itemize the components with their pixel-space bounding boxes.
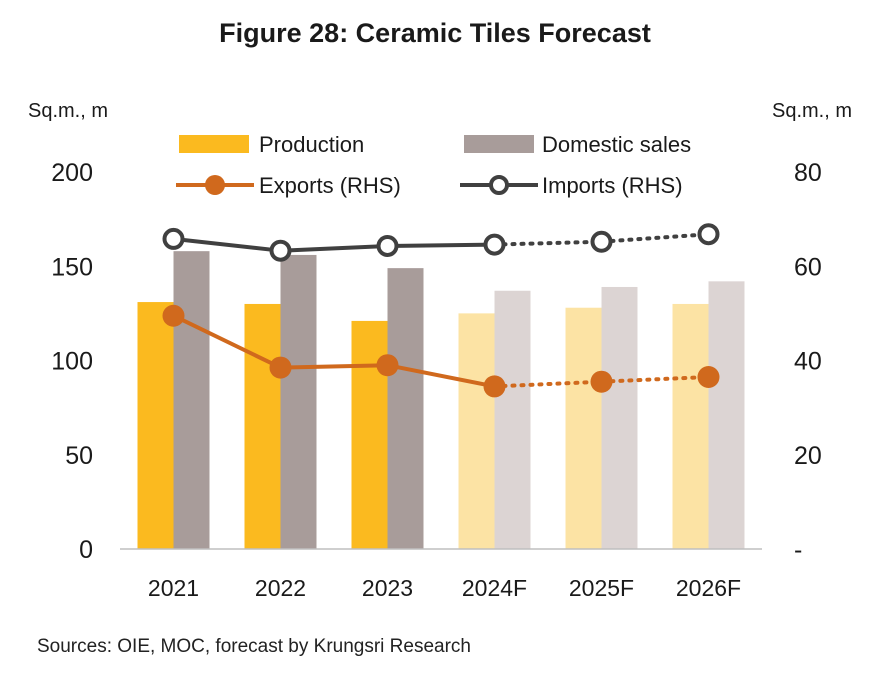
- bar-domestic-sales-2024f: [494, 290, 531, 549]
- legend-swatch-domestic-sales: [464, 135, 534, 153]
- bar-production-2026f: [672, 303, 709, 549]
- point-imports-rhs-2023: [376, 234, 399, 257]
- point-exports-rhs-2025f: [590, 370, 613, 393]
- y-left-tick-label-0: 0: [79, 536, 93, 564]
- y-right-tick-label-40: 40: [794, 348, 822, 376]
- point-exports-rhs-2023: [376, 354, 399, 377]
- y-right-tick-label-80: 80: [794, 159, 822, 187]
- legend-marker-exports-rhs: [205, 175, 225, 195]
- line-exports-rhs-actual: [172, 313, 495, 389]
- y-left-tick-label-200: 200: [51, 159, 93, 187]
- point-imports-rhs-2025f: [590, 230, 613, 253]
- point-imports-rhs-2026f: [697, 223, 720, 246]
- x-tick-label-2021: 2021: [148, 575, 199, 601]
- bar-production-2023: [351, 320, 388, 549]
- bar-domestic-sales-2022: [280, 254, 317, 549]
- bar-production-2025f: [565, 307, 602, 549]
- y-left-tick-label-100: 100: [51, 348, 93, 376]
- y-right-tick-label-60: 60: [794, 253, 822, 281]
- point-exports-rhs-2021: [162, 304, 185, 327]
- x-tick-label-2022: 2022: [255, 575, 306, 601]
- legend-marker-imports-rhs: [489, 175, 509, 195]
- y-left-axis-label: Sq.m., m: [28, 100, 108, 122]
- legend-label-domestic-sales: Domestic sales: [542, 132, 691, 157]
- bar-production-2022: [244, 303, 281, 549]
- y-right-tick-label-20: 20: [794, 442, 822, 470]
- line-imports-rhs-actual: [173, 236, 495, 253]
- bar-production-2024f: [458, 313, 495, 549]
- legend-label-exports-rhs: Exports (RHS): [259, 173, 401, 198]
- bars-layer: [137, 251, 745, 550]
- source-note: Sources: OIE, MOC, forecast by Krungsri …: [37, 636, 471, 657]
- x-tick-label-2024f: 2024F: [462, 575, 527, 601]
- legend-label-imports-rhs: Imports (RHS): [542, 173, 683, 198]
- x-tick-label-2025f: 2025F: [569, 575, 634, 601]
- y-right-tick-label-zero: -: [794, 536, 802, 564]
- point-imports-rhs-2021: [162, 227, 185, 250]
- point-imports-rhs-2024f: [483, 233, 506, 256]
- y-left-tick-label-50: 50: [65, 442, 93, 470]
- point-exports-rhs-2024f: [483, 375, 506, 398]
- point-exports-rhs-2026f: [697, 365, 720, 388]
- legend-label-production: Production: [259, 132, 364, 157]
- bar-domestic-sales-2025f: [601, 286, 638, 549]
- y-right-axis-label: Sq.m., m: [772, 100, 852, 122]
- bar-domestic-sales-2026f: [708, 281, 745, 549]
- x-tick-label-2023: 2023: [362, 575, 413, 601]
- point-exports-rhs-2022: [269, 356, 292, 379]
- legend: Production Domestic sales Exports (RHS) Imp…: [176, 132, 691, 198]
- lines-layer: [162, 223, 720, 398]
- bar-production-2021: [137, 302, 174, 549]
- bar-domestic-sales-2021: [173, 251, 210, 550]
- legend-swatch-production: [179, 135, 249, 153]
- y-left-tick-label-150: 150: [51, 253, 93, 281]
- x-tick-label-2026f: 2026F: [676, 575, 741, 601]
- point-imports-rhs-2022: [269, 239, 292, 262]
- chart-title: Figure 28: Ceramic Tiles Forecast: [219, 18, 651, 48]
- bar-domestic-sales-2023: [387, 268, 424, 549]
- axis-layer: 2021 2022 2023 2024F 2025F 2026F Sq.m., m 0 50 10…: [28, 100, 852, 601]
